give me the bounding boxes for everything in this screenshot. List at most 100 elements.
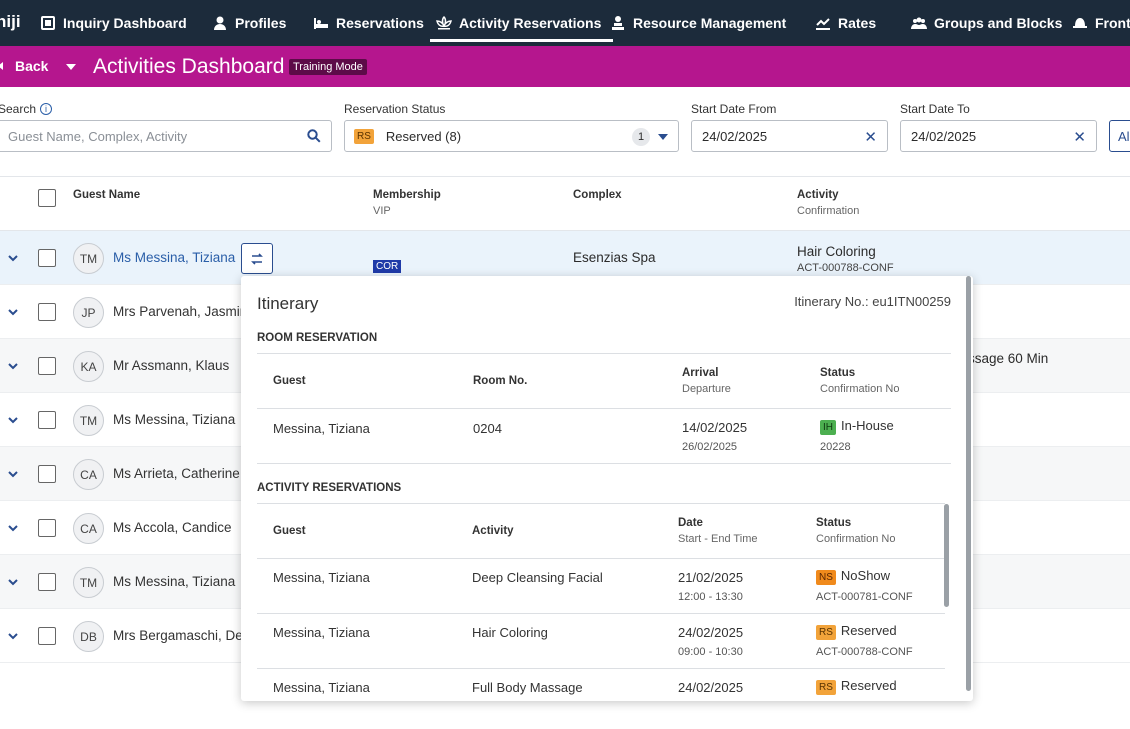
guest-name[interactable]: Mrs Bergamaschi, De: [113, 628, 243, 643]
avatar: TM: [73, 243, 104, 274]
chevron-down-icon[interactable]: [66, 64, 76, 70]
status-badge: IH: [820, 420, 836, 435]
chevron-down-icon[interactable]: [8, 523, 18, 533]
header-activity: Activity Confirmation: [797, 189, 859, 217]
guest-name[interactable]: Mr Assmann, Klaus: [113, 358, 230, 373]
activity-date: 21/02/2025 12:00 - 13:30: [678, 570, 743, 603]
search-icon[interactable]: [307, 129, 321, 143]
page-header-bar: Back Activities Dashboard Training Mode: [0, 46, 1130, 87]
clear-icon[interactable]: ✕: [864, 129, 877, 146]
activity-date-value: 24/02/2025: [678, 625, 744, 640]
nav-front[interactable]: Front: [1072, 0, 1130, 46]
info-icon[interactable]: i: [40, 103, 53, 115]
select-all-checkbox[interactable]: [38, 189, 56, 207]
status-value: Reserved (8): [385, 128, 462, 144]
status-badge: RS: [816, 625, 836, 640]
activity-guest: Messina, Tiziana: [273, 570, 370, 585]
room-arrival: 14/02/2025: [682, 420, 748, 435]
act-col-activity: Activity: [472, 525, 514, 537]
back-button[interactable]: Back: [0, 58, 48, 74]
start-date-from-input[interactable]: 24/02/2025 ✕: [691, 120, 888, 152]
header-activity-label: Activity: [797, 189, 839, 201]
activity-status-label: NoShow: [840, 568, 891, 583]
nav-label: Front: [1095, 15, 1130, 31]
search-input[interactable]: Guest Name, Complex, Activity: [0, 120, 332, 152]
activity-name: Hair Coloring: [472, 625, 548, 640]
divider: [257, 558, 945, 559]
header-membership-label: Membership: [373, 189, 441, 201]
chevron-down-icon[interactable]: [8, 253, 18, 263]
activity-cell: ssage 60 Min: [968, 351, 1049, 366]
app-logo: hiji: [0, 12, 21, 31]
status-badge: RS: [816, 680, 836, 695]
membership-badge: COR: [373, 260, 402, 273]
activity-guest: Messina, Tiziana: [273, 625, 370, 640]
nav-inquiry-dashboard[interactable]: Inquiry Dashboard: [40, 0, 187, 46]
row-checkbox[interactable]: [38, 465, 56, 483]
nav-resource-management[interactable]: Resource Management: [610, 0, 786, 46]
guest-name[interactable]: Ms Messina, Tiziana: [113, 574, 236, 589]
row-checkbox[interactable]: [38, 357, 56, 375]
page-title: Activities Dashboard: [93, 55, 285, 78]
activity-guest: Messina, Tiziana: [273, 680, 370, 695]
nav-reservations[interactable]: Reservations: [313, 0, 424, 46]
nav-profiles[interactable]: Profiles: [212, 0, 286, 46]
activity-name: Deep Cleansing Facial: [472, 570, 603, 585]
lotus-icon: [436, 15, 452, 30]
avatar: DB: [73, 621, 104, 652]
confirmation-cell: ACT-000788-CONF: [797, 262, 894, 274]
header-guest-name: Guest Name: [73, 189, 141, 201]
top-navigation: hiji Inquiry Dashboard Profiles Reservat…: [0, 0, 1130, 46]
guest-name[interactable]: Ms Arrieta, Catherine: [113, 466, 240, 481]
filter-extra-button[interactable]: Al: [1109, 120, 1130, 152]
chevron-down-icon[interactable]: [8, 469, 18, 479]
header-membership: Membership VIP: [373, 189, 441, 217]
guest-name[interactable]: Ms Accola, Candice: [113, 520, 232, 535]
itinerary-popup: Itinerary Itinerary No.: eu1ITN00259 ROO…: [241, 276, 973, 701]
search-label: Search: [0, 102, 37, 116]
nav-groups-and-blocks[interactable]: Groups and Blocks: [911, 0, 1062, 46]
start-date-to-input[interactable]: 24/02/2025 ✕: [900, 120, 1097, 152]
activity-status-label: Reserved: [840, 623, 897, 638]
row-checkbox[interactable]: [38, 249, 56, 267]
row-checkbox[interactable]: [38, 627, 56, 645]
itinerary-title: Itinerary: [257, 294, 319, 313]
clear-icon[interactable]: ✕: [1073, 129, 1086, 146]
row-checkbox[interactable]: [38, 411, 56, 429]
activity-status-label: Reserved: [840, 678, 897, 693]
search-label-wrap: Search i: [0, 102, 53, 116]
status-badge: RS: [354, 128, 374, 144]
room-reservation-heading: ROOM RESERVATION: [257, 332, 378, 344]
room-confirmation: 20228: [820, 441, 851, 453]
popup-scrollbar[interactable]: [966, 276, 971, 691]
activities-scrollbar[interactable]: [944, 504, 949, 607]
header-activity-sub: Confirmation: [797, 205, 860, 217]
start-date-to-label: Start Date To: [900, 102, 970, 116]
training-mode-badge: Training Mode: [289, 59, 367, 75]
guest-name[interactable]: Mrs Parvenah, Jasmin: [113, 304, 248, 319]
itinerary-toggle-button[interactable]: [241, 243, 273, 274]
chevron-down-icon[interactable]: [8, 577, 18, 587]
row-checkbox[interactable]: [38, 519, 56, 537]
nav-label: Reservations: [336, 15, 424, 31]
room-col-room: Room No.: [473, 375, 528, 387]
guest-name[interactable]: Ms Messina, Tiziana: [113, 412, 236, 427]
header-membership-sub: VIP: [373, 205, 391, 217]
row-checkbox[interactable]: [38, 573, 56, 591]
nav-activity-reservations[interactable]: Activity Reservations: [429, 0, 614, 46]
row-checkbox[interactable]: [38, 303, 56, 321]
chevron-down-icon[interactable]: [8, 307, 18, 317]
activity-date: 24/02/2025 09:00 - 10:30: [678, 625, 743, 658]
nav-rates[interactable]: Rates: [815, 0, 876, 46]
chevron-down-icon[interactable]: [8, 631, 18, 641]
chevron-down-icon[interactable]: [8, 361, 18, 371]
header-complex: Complex: [573, 189, 622, 201]
chevron-down-icon[interactable]: [8, 415, 18, 425]
reservation-status-select[interactable]: RS Reserved (8) 1: [344, 120, 679, 152]
rates-icon: [816, 18, 830, 30]
status-badge: NS: [816, 570, 836, 585]
group-icon: [911, 17, 927, 29]
guest-name-link[interactable]: Ms Messina, Tiziana: [113, 250, 236, 265]
chevron-down-icon[interactable]: [658, 134, 668, 140]
nav-label: Resource Management: [633, 15, 787, 31]
